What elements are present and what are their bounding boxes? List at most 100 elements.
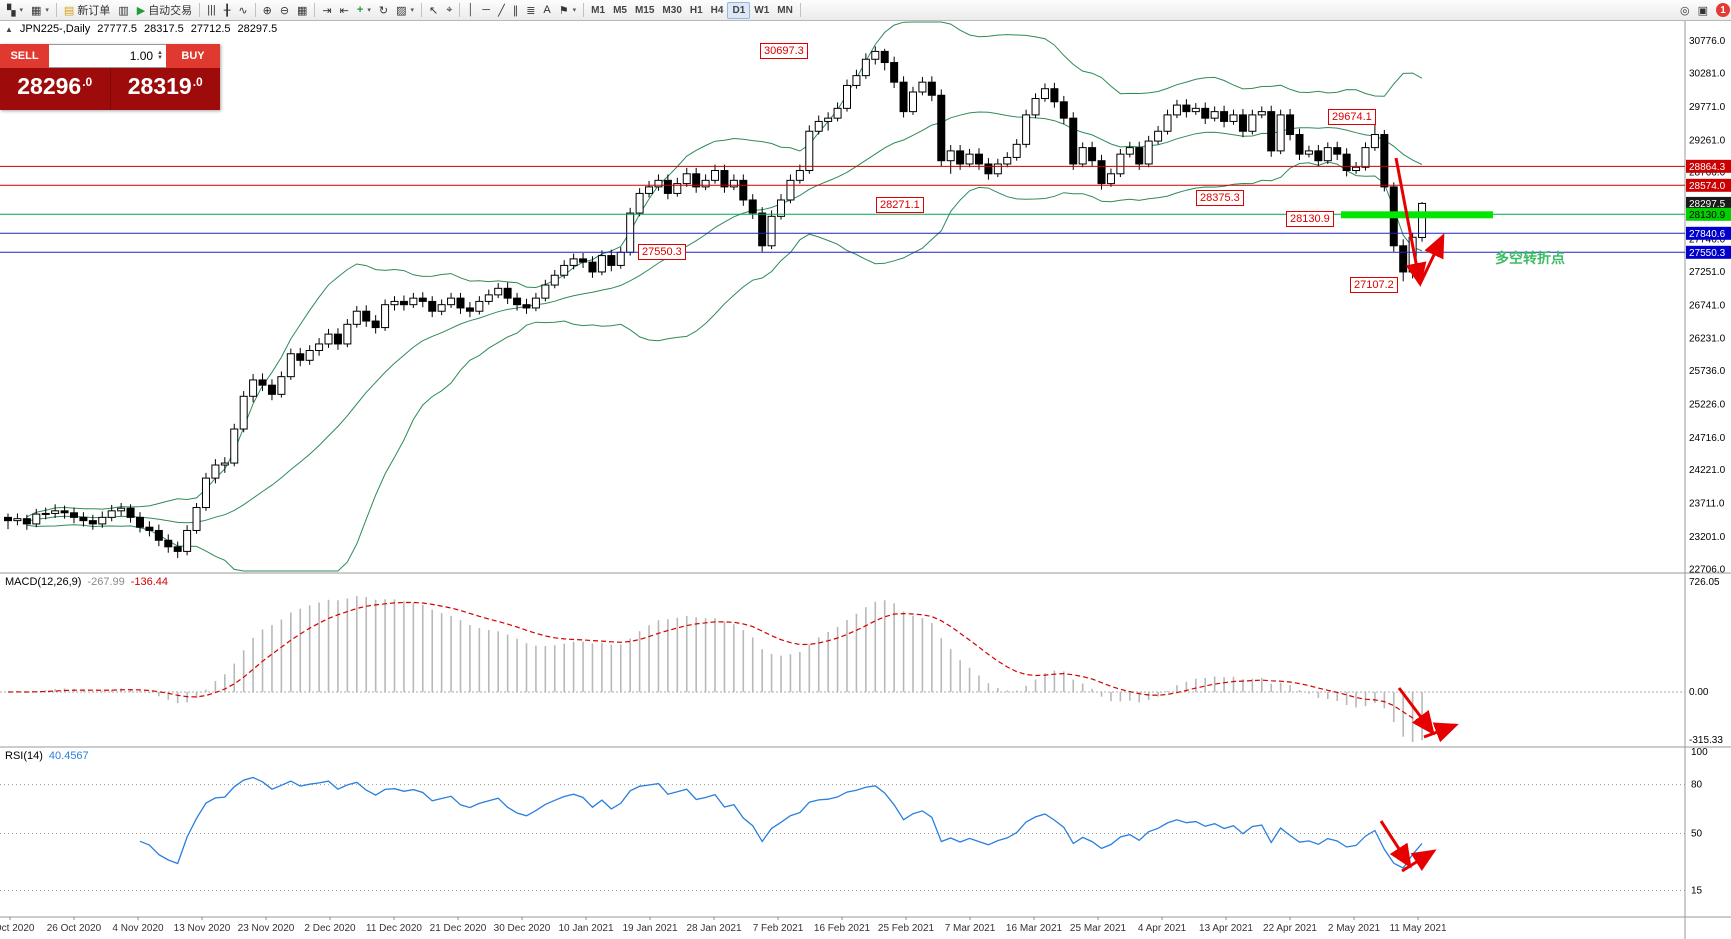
price-marker-label: 27840.6 (1689, 229, 1726, 240)
price-callout[interactable]: 27107.2 (1350, 277, 1398, 293)
buy-price[interactable]: 28319 .0 (111, 68, 221, 110)
tile-windows-icon-glyph: ▦ (297, 4, 308, 17)
fibonacci-icon[interactable]: ≣ (522, 1, 539, 19)
bar-chart-icon[interactable]: ||| (203, 1, 220, 19)
cycles-icon[interactable]: ↻ (375, 1, 392, 19)
price-label: 30776.0 (1689, 36, 1726, 47)
tf-m30[interactable]: M30 (658, 1, 685, 19)
bar-chart-icon-glyph: ||| (207, 4, 216, 16)
cursor-icon[interactable]: ↖ (425, 1, 442, 19)
profiles-icon[interactable]: ▦ ▾ (27, 1, 53, 19)
arrows-tool-icon-dropdown[interactable]: ▾ (572, 7, 577, 14)
auto-scroll-icon[interactable]: ⇥ (318, 1, 335, 19)
candlestick-chart-icon[interactable]: ╂ (220, 1, 235, 19)
tf-h4-label: H4 (710, 4, 724, 16)
auto-trading-button-label: 自动交易 (148, 5, 193, 17)
auto-scroll-icon-glyph: ⇥ (322, 4, 332, 17)
price-marker-label: 28864.3 (1689, 162, 1726, 173)
tf-h4[interactable]: H4 (707, 1, 728, 19)
buy-button[interactable]: BUY (166, 44, 220, 68)
line-chart-icon[interactable]: ∿ (234, 1, 251, 19)
tf-d1[interactable]: D1 (727, 1, 751, 19)
macd-axis-label: 726.05 (1689, 577, 1720, 588)
zoom-out-icon[interactable]: ⊖ (276, 1, 293, 19)
tf-h1[interactable]: H1 (686, 1, 707, 19)
terminal-icon-glyph: ▥ (118, 4, 129, 17)
tf-w1[interactable]: W1 (750, 1, 773, 19)
rsi-indicator-label: RSI(14) 40.4567 (5, 750, 89, 762)
spinner-up-icon[interactable]: ▲ (157, 50, 163, 56)
price-callout[interactable]: 28130.9 (1286, 211, 1334, 227)
trendline-icon[interactable]: ╱ (494, 1, 509, 19)
tf-m15[interactable]: M15 (631, 1, 658, 19)
panel-toggle-icon-glyph: ▣ (1697, 4, 1708, 17)
auto-trading-button[interactable]: ▶ 自动交易 (133, 1, 196, 19)
red-arrow[interactable] (1401, 849, 1437, 873)
sell-price[interactable]: 28296 .0 (0, 68, 110, 110)
chart-shift-icon[interactable]: ⇤ (336, 1, 353, 19)
rsi-panel: 100 80 50 15 (0, 747, 1708, 897)
profiles-icon-dropdown[interactable]: ▾ (45, 7, 49, 14)
sell-button[interactable]: SELL (0, 44, 49, 68)
text-label-icon[interactable]: A (539, 1, 554, 19)
tf-mn[interactable]: MN (773, 1, 797, 19)
arrows-tool-icon[interactable]: ⚑ ▾ (555, 1, 580, 19)
volume-input[interactable] (89, 48, 156, 64)
red-arrow[interactable] (1423, 722, 1459, 743)
new-order-button[interactable]: ▤ 新订单 (60, 1, 114, 19)
horizontal-line-icon[interactable]: ─ (478, 1, 494, 19)
new-chart-icon[interactable]: ▚ ▾ (3, 1, 27, 19)
volume-spinner[interactable]: ▲ ▼ (157, 50, 163, 61)
tf-m1-label: M1 (591, 4, 606, 16)
time-axis[interactable]: 6 Oct 2020 26 Oct 2020 4 Nov 2020 13 Nov 20… (0, 917, 1447, 934)
price-callout[interactable]: 28375.3 (1196, 190, 1244, 206)
price-marker-label: 28297.5 (1689, 199, 1726, 210)
price-label: 29771.0 (1689, 102, 1726, 113)
equidistant-channel-icon[interactable]: ∥ (509, 1, 523, 19)
price-callout[interactable]: 28271.1 (876, 197, 924, 213)
price-label: 25226.0 (1689, 399, 1726, 410)
red-arrow[interactable] (1418, 233, 1445, 285)
rsi-axis-label: 100 (1691, 747, 1708, 758)
price-marker-label: 28130.9 (1689, 210, 1726, 221)
indicators-icon-dropdown[interactable]: ▾ (367, 7, 371, 14)
red-arrow[interactable] (1379, 820, 1412, 869)
zoom-in-icon[interactable]: ⊕ (259, 1, 276, 19)
toolbar-separator (254, 3, 256, 17)
turning-point-note[interactable]: 多空转折点 (1495, 250, 1565, 266)
vertical-line-icon[interactable]: │ (463, 1, 478, 19)
date-label: 11 Dec 2020 (366, 923, 422, 934)
tf-m1[interactable]: M1 (587, 1, 609, 19)
collapse-panel-icon[interactable]: ▲ (5, 24, 13, 34)
chart-shift-icon-glyph: ⇤ (339, 4, 349, 17)
red-arrow[interactable] (1397, 687, 1435, 736)
date-label: 23 Nov 2020 (238, 923, 295, 934)
rsi-axis-label: 15 (1691, 886, 1703, 897)
spinner-down-icon[interactable]: ▼ (157, 55, 163, 61)
support-zone-highlight[interactable] (1341, 211, 1493, 219)
tf-m5[interactable]: M5 (609, 1, 631, 19)
panel-toggle-icon[interactable]: ▣ (1694, 1, 1712, 19)
tf-w1-label: W1 (754, 4, 770, 16)
search-icon[interactable]: ◎ (1676, 1, 1694, 19)
new-chart-icon-dropdown[interactable]: ▾ (19, 7, 23, 14)
notifications-badge[interactable]: 1 (1716, 3, 1730, 17)
price-callout[interactable]: 27550.3 (638, 244, 686, 260)
red-arrow[interactable] (1394, 157, 1427, 287)
tile-windows-icon[interactable]: ▦ (293, 1, 311, 19)
price-axis[interactable]: 30776.0 30281.0 29771.0 29261.0 28766.0 27746… (1686, 36, 1731, 575)
bollinger-bands (26, 21, 1423, 572)
templates-icon-dropdown[interactable]: ▾ (410, 7, 414, 14)
trend-arrows[interactable] (1379, 157, 1459, 873)
price-marker (1686, 207, 1731, 221)
tf-m5-label: M5 (613, 4, 627, 16)
templates-icon[interactable]: ▨ ▾ (392, 1, 418, 19)
crosshair-icon[interactable]: ⌖ (442, 1, 456, 19)
terminal-icon[interactable]: ▥ (114, 1, 132, 19)
buy-price-dec: .0 (192, 75, 203, 89)
price-callout[interactable]: 29674.1 (1328, 109, 1376, 125)
date-label: 28 Jan 2021 (686, 923, 741, 934)
indicators-icon[interactable]: + ▾ (353, 1, 375, 19)
price-callout[interactable]: 30697.3 (760, 43, 808, 59)
